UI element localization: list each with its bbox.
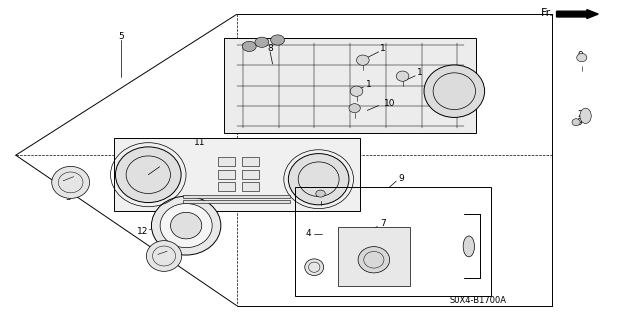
- Text: 1: 1: [417, 68, 423, 77]
- Bar: [242, 182, 259, 191]
- Text: 4: 4: [305, 229, 310, 238]
- Ellipse shape: [572, 119, 581, 126]
- Text: 8: 8: [267, 44, 273, 52]
- Ellipse shape: [463, 236, 475, 257]
- Bar: [183, 200, 290, 203]
- Ellipse shape: [255, 37, 269, 47]
- Ellipse shape: [316, 190, 326, 197]
- Ellipse shape: [424, 65, 485, 117]
- Text: 11: 11: [194, 138, 205, 147]
- Text: 9: 9: [398, 174, 404, 183]
- Ellipse shape: [350, 86, 363, 96]
- Ellipse shape: [52, 166, 90, 198]
- Bar: [338, 227, 410, 286]
- FancyArrow shape: [557, 10, 598, 19]
- Ellipse shape: [305, 259, 324, 276]
- Ellipse shape: [577, 53, 587, 62]
- Ellipse shape: [146, 241, 182, 271]
- Bar: [218, 170, 235, 179]
- Polygon shape: [114, 138, 360, 211]
- Text: Fr.: Fr.: [541, 8, 554, 19]
- Text: 9: 9: [577, 51, 584, 60]
- Text: 10: 10: [384, 99, 395, 108]
- Bar: [218, 182, 235, 191]
- Text: 9: 9: [576, 118, 582, 127]
- Ellipse shape: [115, 147, 181, 203]
- Text: 1: 1: [365, 80, 372, 89]
- Bar: [218, 157, 235, 166]
- Text: 2: 2: [578, 110, 583, 119]
- Text: 7: 7: [380, 220, 386, 228]
- Ellipse shape: [349, 104, 360, 113]
- Bar: [295, 187, 491, 296]
- Text: 1: 1: [380, 44, 386, 53]
- Bar: [242, 170, 259, 179]
- Ellipse shape: [396, 71, 409, 81]
- Ellipse shape: [288, 154, 349, 205]
- Text: 5: 5: [118, 32, 124, 41]
- Text: 6: 6: [331, 188, 338, 197]
- Bar: [242, 157, 259, 166]
- Ellipse shape: [357, 55, 369, 65]
- Ellipse shape: [151, 196, 221, 255]
- Text: S0X4-B1700A: S0X4-B1700A: [450, 296, 507, 305]
- Text: 3: 3: [160, 259, 166, 268]
- Ellipse shape: [358, 247, 390, 273]
- Bar: [183, 195, 290, 198]
- Ellipse shape: [170, 212, 202, 239]
- Ellipse shape: [242, 41, 256, 52]
- Ellipse shape: [580, 108, 591, 124]
- Ellipse shape: [160, 204, 212, 248]
- Text: 3: 3: [65, 193, 71, 202]
- Ellipse shape: [271, 35, 285, 45]
- Polygon shape: [224, 38, 476, 133]
- Text: 12: 12: [137, 227, 148, 236]
